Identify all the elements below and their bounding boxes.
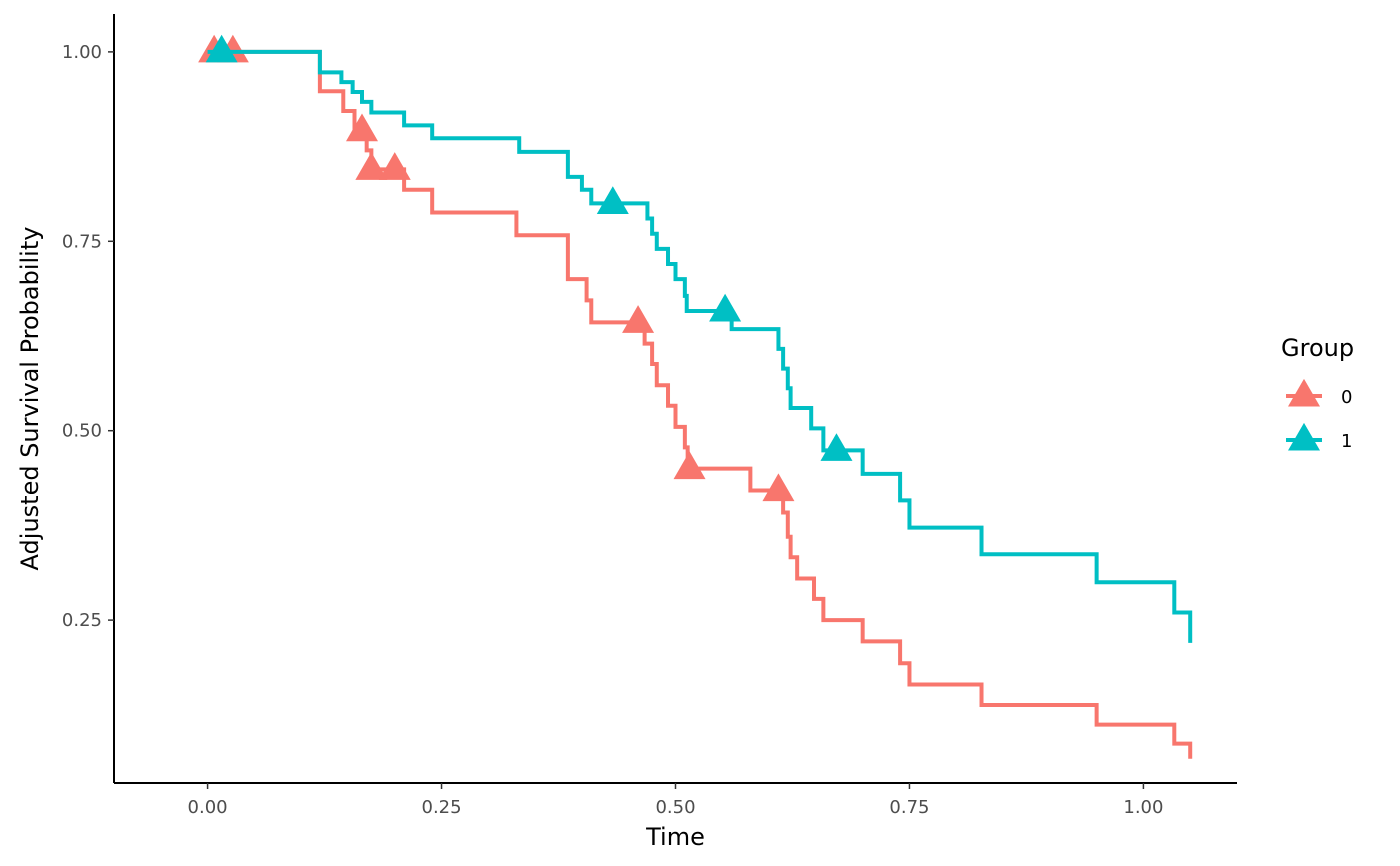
censor-marker-group-0: [673, 451, 706, 480]
legend-label: 1: [1341, 431, 1352, 452]
censor-marker-group-0: [355, 152, 388, 180]
y-axis-title: Adjusted Survival Probability: [16, 227, 44, 571]
censor-marker-group-0: [345, 113, 378, 142]
censor-marker-group-0: [762, 473, 795, 502]
survival-line-group-0: [207, 49, 1193, 759]
censor-marker-group-1: [596, 186, 629, 214]
x-tick-label: 0.50: [655, 797, 695, 818]
y-tick-label: 0.50: [62, 421, 102, 442]
legend-title: Group: [1281, 334, 1354, 362]
x-axis-ticks: 0.00 0.25 0.50 0.75 1.00: [188, 783, 1163, 818]
x-tick-label: 0.25: [422, 797, 462, 818]
legend-label: 0: [1341, 387, 1352, 408]
y-tick-label: 1.00: [62, 42, 102, 63]
survival-line-group-1: [207, 49, 1193, 643]
censor-marker-group-1: [205, 34, 238, 63]
legend-item-1: 1: [1286, 422, 1352, 452]
legend-key-triangle: [1288, 422, 1320, 451]
censor-marker-group-0: [378, 152, 411, 180]
x-tick-label: 1.00: [1123, 797, 1163, 818]
legend-key-triangle: [1288, 378, 1320, 407]
x-tick-label: 0.75: [889, 797, 929, 818]
x-axis-title: Time: [645, 823, 705, 851]
legend-items: 01: [1286, 378, 1352, 452]
y-tick-label: 0.75: [62, 231, 102, 252]
censor-marker-group-1: [709, 293, 742, 322]
legend: Group 01: [1281, 334, 1354, 452]
series-1: [205, 34, 1193, 643]
plot-area: [198, 34, 1193, 759]
censor-marker-group-1: [820, 433, 853, 461]
legend-item-0: 0: [1286, 378, 1352, 408]
series-0: [198, 34, 1193, 759]
axes: 0.00 0.25 0.50 0.75 1.00 0.25 0.50 0.75 1.00: [62, 14, 1237, 818]
x-tick-label: 0.00: [188, 797, 228, 818]
censor-marker-group-0: [622, 305, 655, 333]
y-axis-ticks: 0.25 0.50 0.75 1.00: [62, 42, 114, 631]
y-tick-label: 0.25: [62, 610, 102, 631]
